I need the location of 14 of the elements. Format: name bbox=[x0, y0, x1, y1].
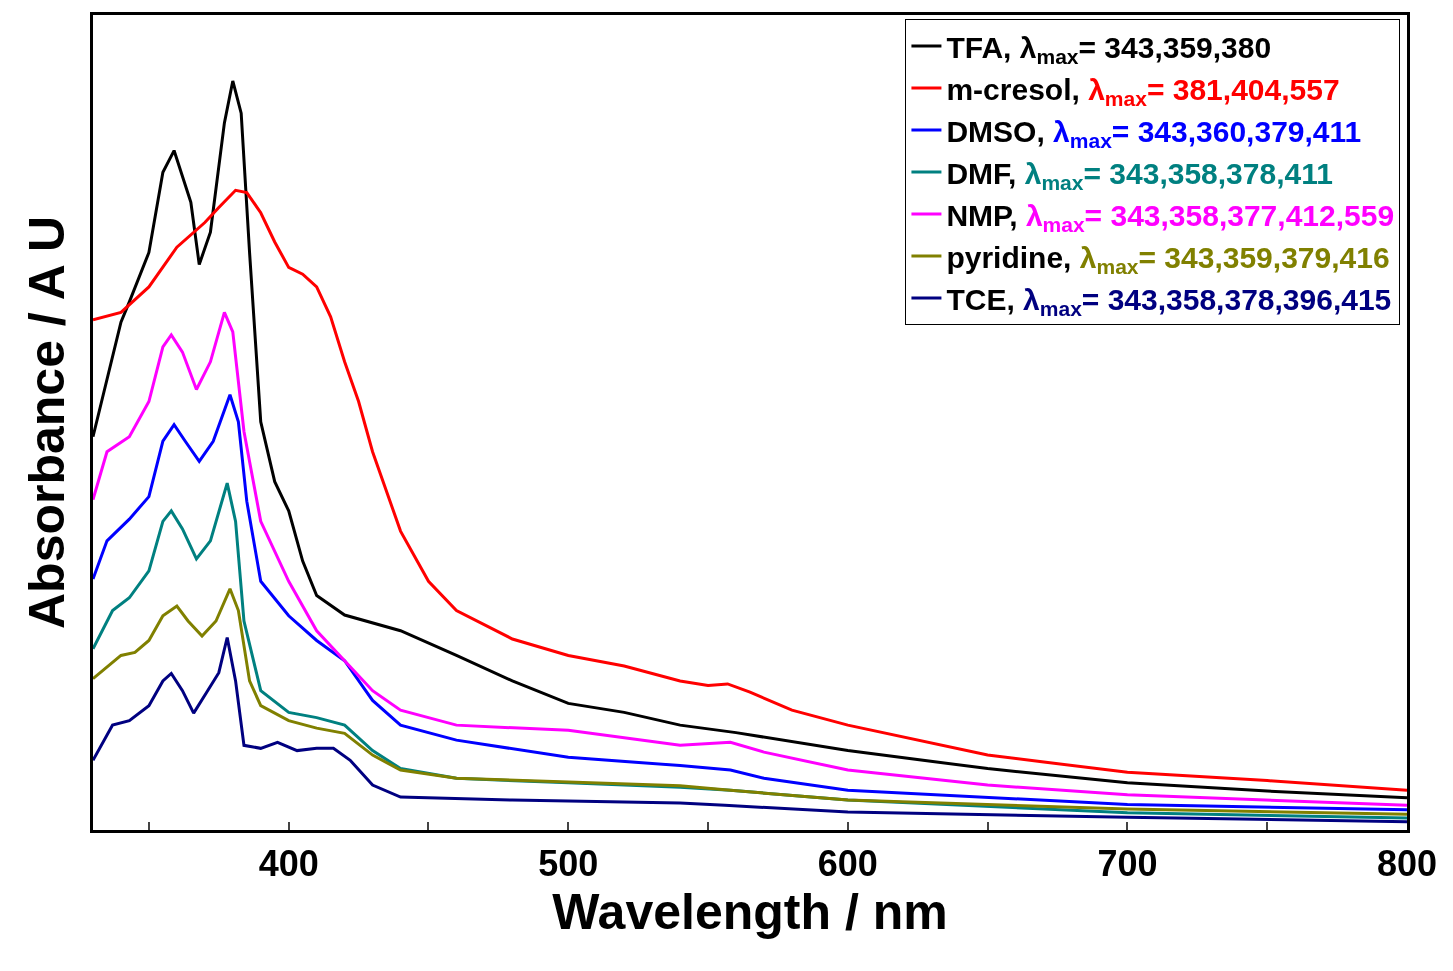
legend-label: DMSO, λ$_{max}$= 343,360,379,411 bbox=[946, 114, 1362, 153]
x-tick-label: 700 bbox=[1097, 843, 1158, 885]
legend-label: DMF, λ$_{max}$= 343,358,378,411 bbox=[946, 156, 1333, 195]
x-tick-label: 500 bbox=[538, 843, 599, 885]
y-axis-title: Absorbance / A U bbox=[19, 215, 75, 630]
x-tick-label: 400 bbox=[258, 843, 319, 885]
legend-label: pyridine, λ$_{max}$= 343,359,379,416 bbox=[946, 240, 1390, 279]
x-tick-label: 600 bbox=[817, 843, 878, 885]
x-axis-title: Wavelength / nm bbox=[552, 884, 948, 941]
legend-label: NMP, λ$_{max}$= 343,358,377,412,559 bbox=[946, 198, 1395, 237]
legend-label: TCE, λ$_{max}$= 343,358,378,396,415 bbox=[946, 282, 1392, 321]
x-tick-label: 800 bbox=[1376, 843, 1438, 885]
legend-label: m-cresol, λ$_{max}$= 381,404,557 bbox=[946, 72, 1340, 111]
legend-label: TFA, λ$_{max}$= 343,359,380 bbox=[946, 30, 1272, 69]
